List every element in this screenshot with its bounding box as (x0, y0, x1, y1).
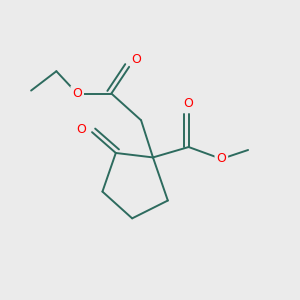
Text: O: O (216, 152, 226, 165)
Text: O: O (72, 87, 82, 100)
Text: O: O (132, 53, 142, 66)
Text: O: O (76, 123, 86, 136)
Text: O: O (184, 98, 194, 110)
